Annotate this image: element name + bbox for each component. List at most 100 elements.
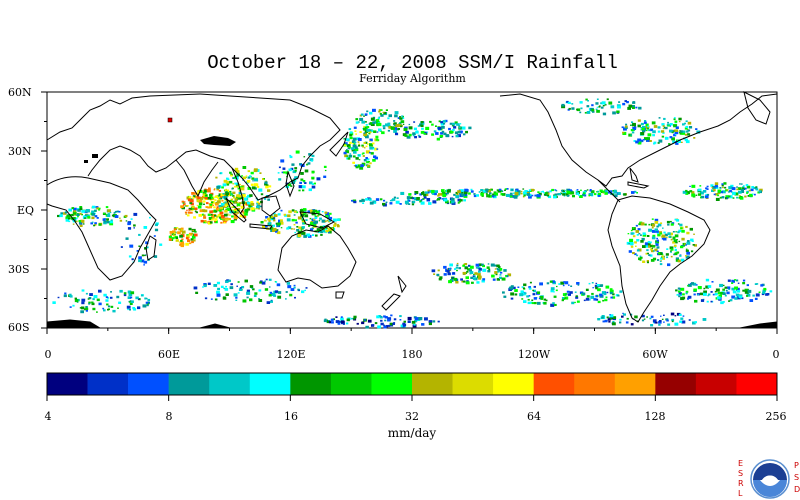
rain-cell <box>294 170 297 172</box>
rain-cell <box>655 240 659 244</box>
rain-cell <box>437 197 440 200</box>
rain-cell <box>216 206 219 209</box>
rain-cell <box>362 155 365 157</box>
rain-cell <box>747 195 750 197</box>
rain-cell <box>303 235 307 238</box>
rain-cell <box>593 298 597 301</box>
coast-philippines <box>285 170 295 198</box>
rain-cell <box>637 228 641 231</box>
rain-cell <box>247 176 251 179</box>
rain-cell <box>268 294 272 297</box>
rain-cell <box>661 253 664 256</box>
rain-cell <box>636 192 638 194</box>
rain-cell <box>462 280 466 283</box>
rain-cell <box>656 231 660 234</box>
rain-cell <box>450 198 455 202</box>
rain-cell <box>397 128 400 130</box>
rain-cell <box>387 117 390 120</box>
rain-cell <box>199 209 204 213</box>
rain-cell <box>59 214 63 218</box>
rain-cell <box>141 254 145 257</box>
rain-cell <box>456 269 458 272</box>
rain-cell <box>280 209 283 212</box>
rain-cell <box>624 100 627 103</box>
rain-cell <box>432 320 436 323</box>
rain-cell <box>562 293 567 296</box>
rain-cell <box>568 107 571 110</box>
rain-cell <box>436 137 440 141</box>
rain-cell <box>498 268 503 271</box>
rain-cell <box>604 190 608 193</box>
rain-cell <box>602 190 606 193</box>
rain-cell <box>672 236 676 239</box>
rain-cell <box>719 297 722 299</box>
rain-cell <box>451 135 454 138</box>
rain-cell <box>308 188 312 192</box>
colorbar-label-128: 128 <box>644 410 666 423</box>
rain-cell <box>463 194 468 198</box>
colorbar-label-64: 64 <box>527 410 541 423</box>
rain-cell <box>326 321 330 324</box>
rain-cell <box>57 214 60 218</box>
lon-label-0-east: 0 <box>772 348 780 361</box>
rain-cell <box>214 202 219 206</box>
rain-cell <box>630 323 634 326</box>
rain-cell <box>93 295 98 299</box>
rain-cell <box>717 291 721 295</box>
colorbar-swatch <box>330 373 372 395</box>
rain-cell <box>529 281 532 284</box>
rain-cell <box>564 297 567 299</box>
rain-cell <box>389 202 393 205</box>
rain-cell <box>682 190 687 194</box>
rain-cell <box>728 186 733 190</box>
rain-cell <box>178 241 181 243</box>
no-data-patches <box>84 136 236 163</box>
rain-cell <box>516 190 521 194</box>
rain-cell <box>261 281 266 285</box>
rain-cell <box>677 287 681 290</box>
rain-cell <box>225 202 227 204</box>
rain-cell <box>400 324 404 328</box>
rain-cell <box>300 178 304 181</box>
rain-cell <box>353 315 357 319</box>
rain-cell <box>260 205 262 208</box>
rain-cell <box>387 324 391 327</box>
rain-cell <box>193 216 196 219</box>
rain-cell <box>225 218 229 221</box>
rain-cell <box>642 232 646 235</box>
rain-cell <box>294 210 297 213</box>
rain-cell <box>142 304 147 308</box>
rain-cell <box>353 317 356 320</box>
rain-cell <box>736 186 738 188</box>
rain-cell <box>210 201 214 204</box>
rain-cell <box>416 130 419 132</box>
rain-cell <box>209 221 213 224</box>
rain-cell <box>625 321 629 324</box>
rain-cell <box>725 195 729 198</box>
rain-cell <box>590 190 595 194</box>
rain-cell <box>109 211 112 214</box>
rain-cell <box>91 301 94 304</box>
rain-cell <box>395 200 400 204</box>
rain-cell <box>399 315 402 318</box>
rain-cell <box>301 231 306 235</box>
rain-cell <box>130 300 134 303</box>
rain-cell <box>674 248 677 251</box>
rain-cell <box>277 231 279 233</box>
rain-cell <box>543 301 547 305</box>
rain-cell <box>177 231 181 235</box>
rain-cell <box>538 297 541 300</box>
rain-cell <box>658 117 661 119</box>
rain-cell <box>437 194 440 197</box>
rain-cell <box>654 248 658 252</box>
rain-cell <box>344 154 348 158</box>
rain-cell <box>373 130 377 133</box>
rain-cell <box>85 309 88 312</box>
rain-cell <box>502 193 506 196</box>
rain-cell <box>521 286 524 288</box>
rain-cell <box>630 124 632 126</box>
rain-cell <box>507 273 512 277</box>
rain-cell <box>228 194 230 197</box>
rain-cell <box>204 209 208 213</box>
rain-cell <box>487 270 491 273</box>
